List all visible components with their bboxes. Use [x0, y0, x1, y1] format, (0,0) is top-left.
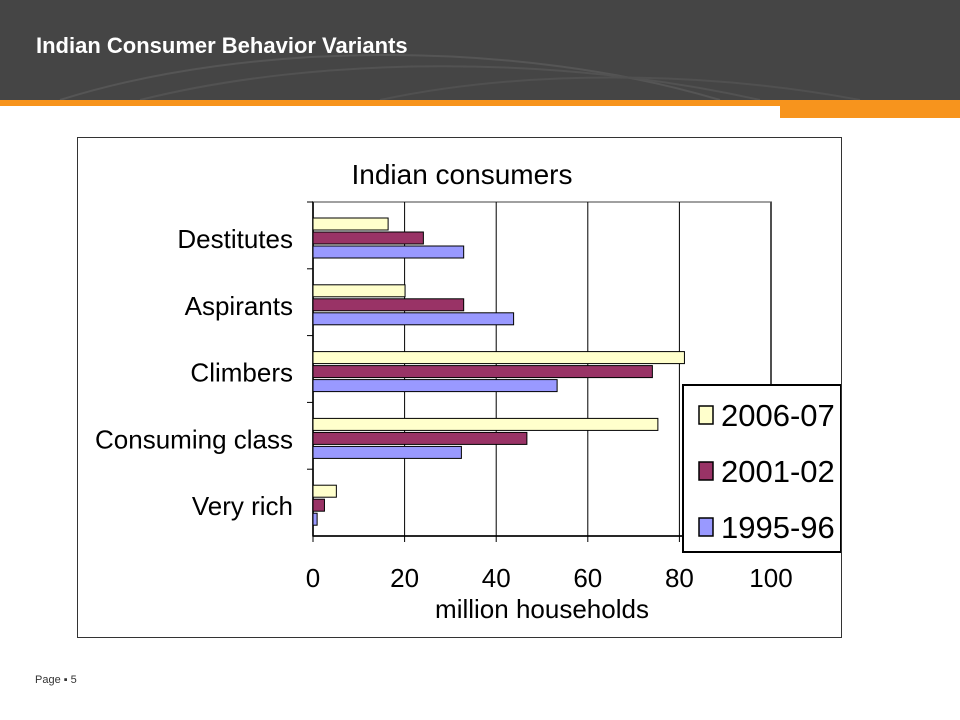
bar-2001-02-very-rich	[312, 498, 325, 512]
bar-2001-02-consuming-class	[312, 431, 528, 445]
bar-2001-02-destitutes	[312, 231, 424, 245]
footer-bullet-icon: ▪	[63, 674, 68, 686]
x-tick-label: 20	[390, 563, 419, 593]
header-accent-bar	[0, 100, 960, 106]
bar-1995-96-destitutes	[312, 245, 465, 259]
legend-swatch	[698, 405, 714, 425]
bar-2006-07-consuming-class	[312, 417, 659, 431]
x-tick-label: 60	[573, 563, 602, 593]
bar-2006-07-very-rich	[312, 484, 337, 498]
bar-1995-96-climbers	[312, 379, 558, 393]
bar-2006-07-aspirants	[312, 284, 406, 298]
x-tick-label: 40	[482, 563, 511, 593]
bar-1995-96-very-rich	[312, 512, 318, 526]
slide-header: Indian Consumer Behavior Variants	[0, 0, 960, 100]
x-axis-label: million households	[435, 594, 649, 624]
footer-label: Page	[35, 674, 61, 686]
bar-1995-96-consuming-class	[312, 445, 462, 459]
x-tick-label: 100	[749, 563, 792, 593]
slide-title: Indian Consumer Behavior Variants	[36, 33, 408, 58]
y-category-label: Consuming class	[95, 424, 293, 454]
x-tick-label: 0	[306, 563, 320, 593]
bar-1995-96-aspirants	[312, 312, 515, 326]
x-tick-label: 80	[665, 563, 694, 593]
y-category-label: Destitutes	[177, 224, 293, 254]
y-category-label: Aspirants	[185, 291, 293, 321]
chart-title: Indian consumers	[351, 159, 572, 190]
chart-container: Indian consumers million households 0 20 4…	[77, 137, 842, 638]
bar-2001-02-aspirants	[312, 298, 465, 312]
y-category-label: Very rich	[192, 491, 293, 521]
bar-2001-02-climbers	[312, 365, 653, 379]
bar-chart: Indian consumers million households 0 20 4…	[95, 159, 841, 624]
bar-2006-07-destitutes	[312, 217, 389, 231]
legend-swatch	[698, 461, 714, 481]
legend-label: 1995-96	[721, 510, 835, 545]
legend-swatch	[698, 517, 714, 537]
y-category-label: Climbers	[190, 358, 293, 388]
legend-label: 2006-07	[721, 398, 835, 433]
page-number: 5	[70, 674, 77, 686]
legend-label: 2001-02	[721, 454, 835, 489]
header-swirl-decoration	[59, 54, 861, 100]
header-accent-tab	[780, 100, 960, 118]
bar-2006-07-climbers	[312, 351, 685, 365]
page-footer: Page ▪ 5	[35, 674, 77, 686]
